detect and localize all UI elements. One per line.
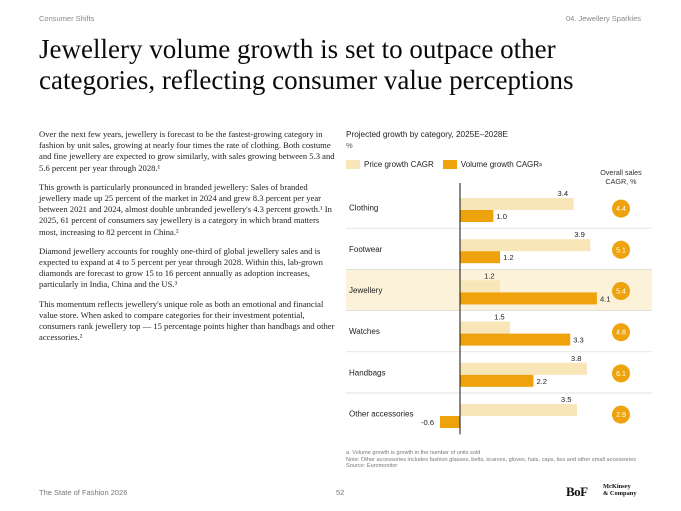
legend-label-price: Price growth CAGR [364,160,434,169]
publication-name: The State of Fashion 2026 [39,488,128,497]
label-volume-watches: 3.3 [573,336,584,345]
category-label-footwear: Footwear [349,245,383,254]
paragraph-1: Over the next few years, jewellery is fo… [39,129,335,173]
label-price-clothing: 3.4 [558,189,569,198]
overall-sales-label: Overall sales CAGR, % [600,168,642,186]
paragraph-4: This momentum reflects jewellery's uniqu… [39,298,335,343]
legend-swatch-price [346,160,360,169]
legend-item-price: Price growth CAGR [346,160,434,169]
body-text: Over the next few years, jewellery is fo… [39,129,335,351]
overall-sales-circle-other-accessories [612,405,630,424]
mckinsey-logo-line2: & Company [603,490,637,497]
bar-volume-footwear [460,251,501,264]
category-label-watches: Watches [349,327,380,336]
label-price-other-accessories: 3.5 [561,395,572,404]
label-price-handbags: 3.8 [571,354,582,363]
chart-notes: a. Volume growth is growth in the number… [346,450,646,470]
overall-sales-value-clothing: 4.4 [616,206,626,213]
paragraph-3: Diamond jewellery accounts for roughly o… [39,245,323,290]
label-volume-footwear: 1.2 [503,253,514,262]
overall-sales-value-footwear: 5.1 [616,247,626,254]
page-title: Jewellery volume growth is set to outpac… [39,34,574,95]
bof-logo: BoF [566,484,588,499]
legend-label-volume: Volume growth CAGR [460,160,540,169]
note-other: Note: Other accessories includes fashion… [346,456,637,463]
note-a: a. Volume growth is growth in the number… [346,450,481,456]
overall-sales-circle-footwear [612,240,630,259]
overall-sales-value-jewellery: 5.4 [616,289,626,296]
label-volume-clothing: 1.0 [496,212,507,221]
legend-superscript: a [539,161,542,168]
bar-price-clothing [460,198,574,210]
category-label-other-accessories: Other accessories [349,410,413,419]
bar-volume-watches [460,333,571,346]
note-source: Source: Euromonitor [346,463,398,470]
label-price-footwear: 3.9 [574,230,585,239]
bar-price-watches [460,321,511,334]
overall-sales-value-watches: 4.8 [616,330,626,337]
label-price-watches: 1.5 [494,313,505,322]
legend-swatch-volume [442,160,457,169]
section-label: Consumer Shifts [39,14,95,23]
label-price-jewellery: 1.2 [484,271,495,280]
legend-item-volume: Volume growth CAGR a [442,160,542,169]
mckinsey-logo: McKinsey & Company [603,483,637,497]
overall-sales-value-other-accessories: 2.9 [616,412,626,419]
overall-sales-value-handbags: 6.1 [616,371,626,378]
chapter-label: 04. Jewellery Sparkles [565,14,641,23]
label-volume-handbags: 2.2 [536,377,547,386]
bar-volume-other-accessories [439,416,460,428]
category-label-jewellery: Jewellery [349,286,382,295]
chart-title: Projected growth by category, 2025E–2028… [346,130,508,139]
overall-sales-circle-handbags [612,364,630,383]
label-volume-jewellery: 4.1 [600,294,611,303]
bar-price-footwear [460,239,591,252]
category-label-handbags: Handbags [349,368,385,377]
page-number: 52 [336,488,345,497]
category-label-clothing: Clothing [349,204,378,213]
bar-volume-clothing [460,210,494,222]
chart-legend: Price growth CAGR Volume growth CAGR a [346,160,551,169]
overall-sales-circle-watches [612,323,630,342]
paragraph-2: This growth is particularly pronounced i… [39,181,332,237]
bar-volume-handbags [460,374,534,387]
chart-unit: % [346,141,353,150]
overall-sales-circle-clothing [612,199,630,218]
overall-sales-circle-jewellery [612,282,630,300]
bar-price-jewellery [460,280,501,293]
bar-price-other-accessories [460,404,577,416]
label-volume-other-accessories: -0.6 [421,418,434,427]
mckinsey-logo-line1: McKinsey [603,483,631,490]
bar-volume-jewellery [460,292,597,305]
bar-price-handbags [460,362,587,375]
